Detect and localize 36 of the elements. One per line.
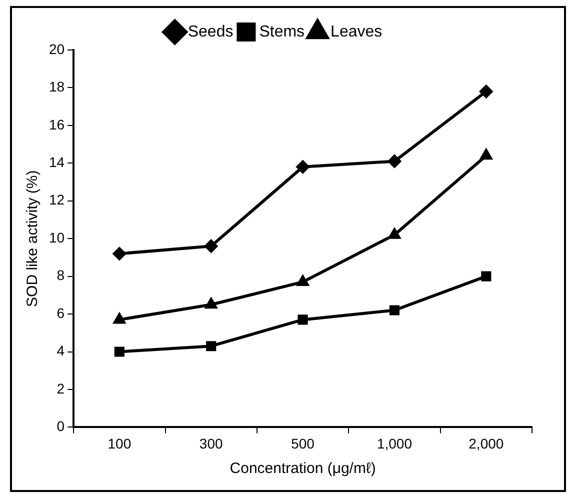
y-tick-label: 0	[56, 418, 65, 434]
x-tick-label: 100	[108, 435, 132, 452]
point	[480, 84, 493, 98]
y-tick-label: 4	[56, 342, 65, 359]
x-tick-label: 1,000	[376, 435, 412, 452]
x-tick-label: 2,000	[468, 435, 504, 452]
point	[114, 313, 126, 324]
point	[481, 271, 492, 282]
y-axis-title: SOD like activity (%)	[24, 170, 42, 307]
y-tick-label: 14	[48, 154, 65, 170]
x-axis-title: Concentration (μg/mℓ)	[230, 460, 376, 478]
legend-label: Leaves	[330, 23, 382, 40]
point	[205, 298, 217, 309]
legend-label: Seeds	[188, 23, 234, 40]
y-tick-label: 8	[56, 267, 65, 284]
point	[296, 275, 309, 286]
point	[480, 149, 492, 160]
y-tick-label: 12	[48, 192, 65, 208]
point	[204, 240, 218, 253]
y-tick-label: 2	[56, 380, 65, 396]
x-tick-label: 500	[291, 435, 315, 452]
point	[298, 314, 308, 325]
y-tick-label: 10	[48, 229, 65, 246]
point	[112, 247, 126, 260]
y-tick-label: 6	[56, 304, 65, 321]
x-tick-label: 300	[199, 435, 223, 452]
point	[389, 305, 400, 316]
point	[114, 346, 124, 357]
point	[206, 341, 216, 352]
y-tick-label: 20	[48, 40, 65, 57]
y-tick-label: 16	[48, 116, 65, 132]
point	[388, 154, 401, 168]
point	[388, 228, 400, 239]
legend-label: Stems	[259, 23, 305, 40]
point	[296, 160, 310, 174]
y-tick-label: 18	[48, 78, 65, 95]
